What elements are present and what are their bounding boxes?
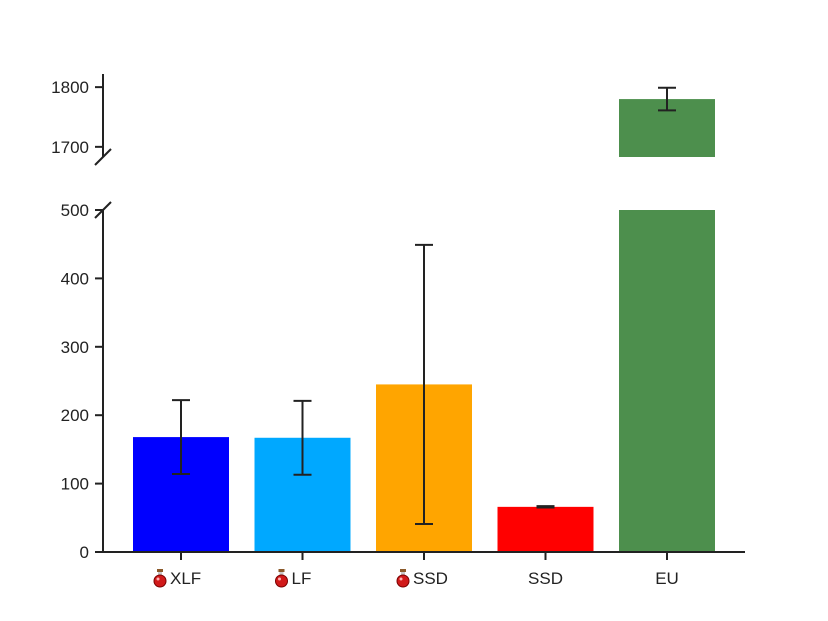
potion-neck <box>279 572 284 576</box>
x-tick-label: SSD <box>528 569 563 588</box>
x-tick-label: EU <box>655 569 679 588</box>
potion-flask <box>396 574 410 588</box>
potion-cork <box>400 569 406 572</box>
y-tick-label: 100 <box>61 475 89 494</box>
y-tick-label: 400 <box>61 269 89 288</box>
y-tick-label: 500 <box>61 201 89 220</box>
x-tick-label: LF <box>292 569 312 588</box>
x-axis-labels: XLF LF SSD SSD EU <box>153 552 679 588</box>
potion-icon <box>396 569 410 588</box>
potion-cork <box>278 569 285 572</box>
lower-axis-panel: 0 100 200 300 400 500 <box>61 201 745 562</box>
potion-shine <box>278 577 281 581</box>
axis-break-mark <box>94 148 112 166</box>
y-tick-label: 200 <box>61 406 89 425</box>
potion-shine <box>399 577 403 581</box>
upper-axis-panel: 1700 1800 <box>51 74 715 166</box>
potion-flask <box>153 574 167 588</box>
potion-cork <box>157 569 163 572</box>
y-tick-label: 0 <box>80 543 89 562</box>
x-tick-label: SSD <box>413 569 448 588</box>
potion-shine <box>156 577 160 581</box>
potion-neck <box>158 572 162 576</box>
potion-icon <box>153 569 167 588</box>
bar <box>619 210 715 552</box>
x-tick-label: XLF <box>170 569 201 588</box>
bar <box>497 506 594 552</box>
y-tick-label: 1800 <box>51 78 89 97</box>
potion-neck <box>401 572 405 576</box>
potion-flask <box>275 574 288 588</box>
y-tick-label: 1700 <box>51 138 89 157</box>
potion-icon <box>275 569 288 588</box>
y-tick-label: 300 <box>61 338 89 357</box>
